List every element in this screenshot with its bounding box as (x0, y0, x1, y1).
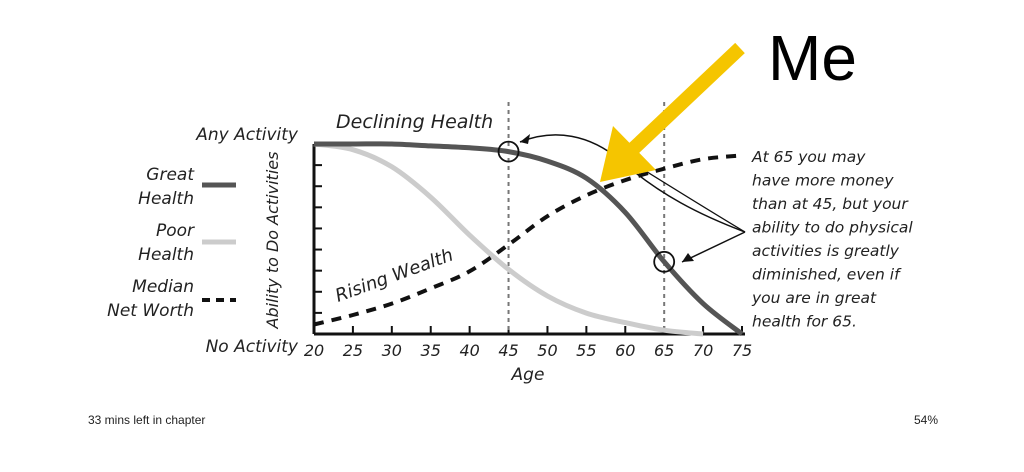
legend: Great Health Poor Health Median Net Wort… (107, 165, 236, 321)
x-tick-label: 40 (459, 341, 479, 360)
x-tick-label: 35 (421, 341, 441, 360)
series-wealth-line (313, 153, 743, 327)
x-tick-label: 70 (693, 341, 713, 360)
x-tick-label: 20 (304, 341, 324, 360)
note-line: At 65 you may (751, 148, 866, 166)
legend-networth-line2: Net Worth (107, 301, 194, 321)
x-tick-label: 30 (382, 341, 402, 360)
legend-networth-line1: Median (132, 277, 194, 297)
x-axis-label: Age (511, 365, 545, 385)
x-tick-label: 25 (343, 341, 363, 360)
x-tick-label: 55 (576, 341, 596, 360)
callout-arrow-65 (681, 231, 746, 263)
reference-lines (507, 102, 666, 334)
series-great-line (314, 141, 744, 336)
note-line: ability to do physical (752, 219, 913, 237)
y-axis-label: Ability to Do Activities (263, 152, 282, 330)
note-line: than at 45, but your (752, 195, 909, 213)
me-arrowhead (600, 126, 656, 182)
chapter-time-left: 33 mins left in chapter (88, 413, 206, 427)
x-tick-label: 50 (537, 341, 557, 360)
marker-age-65 (653, 250, 676, 273)
reading-progress: 54% (913, 413, 938, 427)
callout-arrowhead-65 (682, 253, 694, 262)
me-label: Me (768, 22, 857, 94)
series-poor-line (313, 141, 704, 337)
y-bottom-label: No Activity (206, 337, 299, 357)
note-line: activities is greatly (752, 242, 900, 260)
declining-health-label: Declining Health (336, 111, 493, 133)
rising-wealth-label: Rising Wealth (333, 245, 457, 307)
note-line: you are in great (751, 289, 877, 307)
legend-great-line1: Great (146, 165, 195, 185)
y-top-label: Any Activity (195, 125, 299, 145)
highlight-markers (497, 140, 676, 273)
x-tick-label: 75 (732, 341, 752, 360)
x-axis-ticks: 20 25 30 35 40 45 50 55 60 65 70 75 (304, 326, 752, 360)
legend-poor-line1: Poor (156, 221, 195, 241)
me-arrow (600, 42, 745, 182)
me-arrow-shaft (627, 42, 745, 156)
marker-age-45 (497, 140, 520, 163)
x-tick-label: 45 (498, 341, 518, 360)
x-tick-label: 65 (654, 341, 674, 360)
legend-poor-line2: Health (138, 245, 194, 265)
series-group (313, 141, 744, 337)
note-line: health for 65. (752, 313, 857, 331)
x-tick-label: 60 (615, 341, 635, 360)
callout-arrowhead-45 (520, 134, 530, 144)
note-line: diminished, even if (752, 266, 902, 284)
note-line: have more money (752, 172, 894, 190)
legend-great-line2: Health (138, 189, 194, 209)
annotation-note: At 65 you may have more money than at 45, … (751, 148, 913, 331)
